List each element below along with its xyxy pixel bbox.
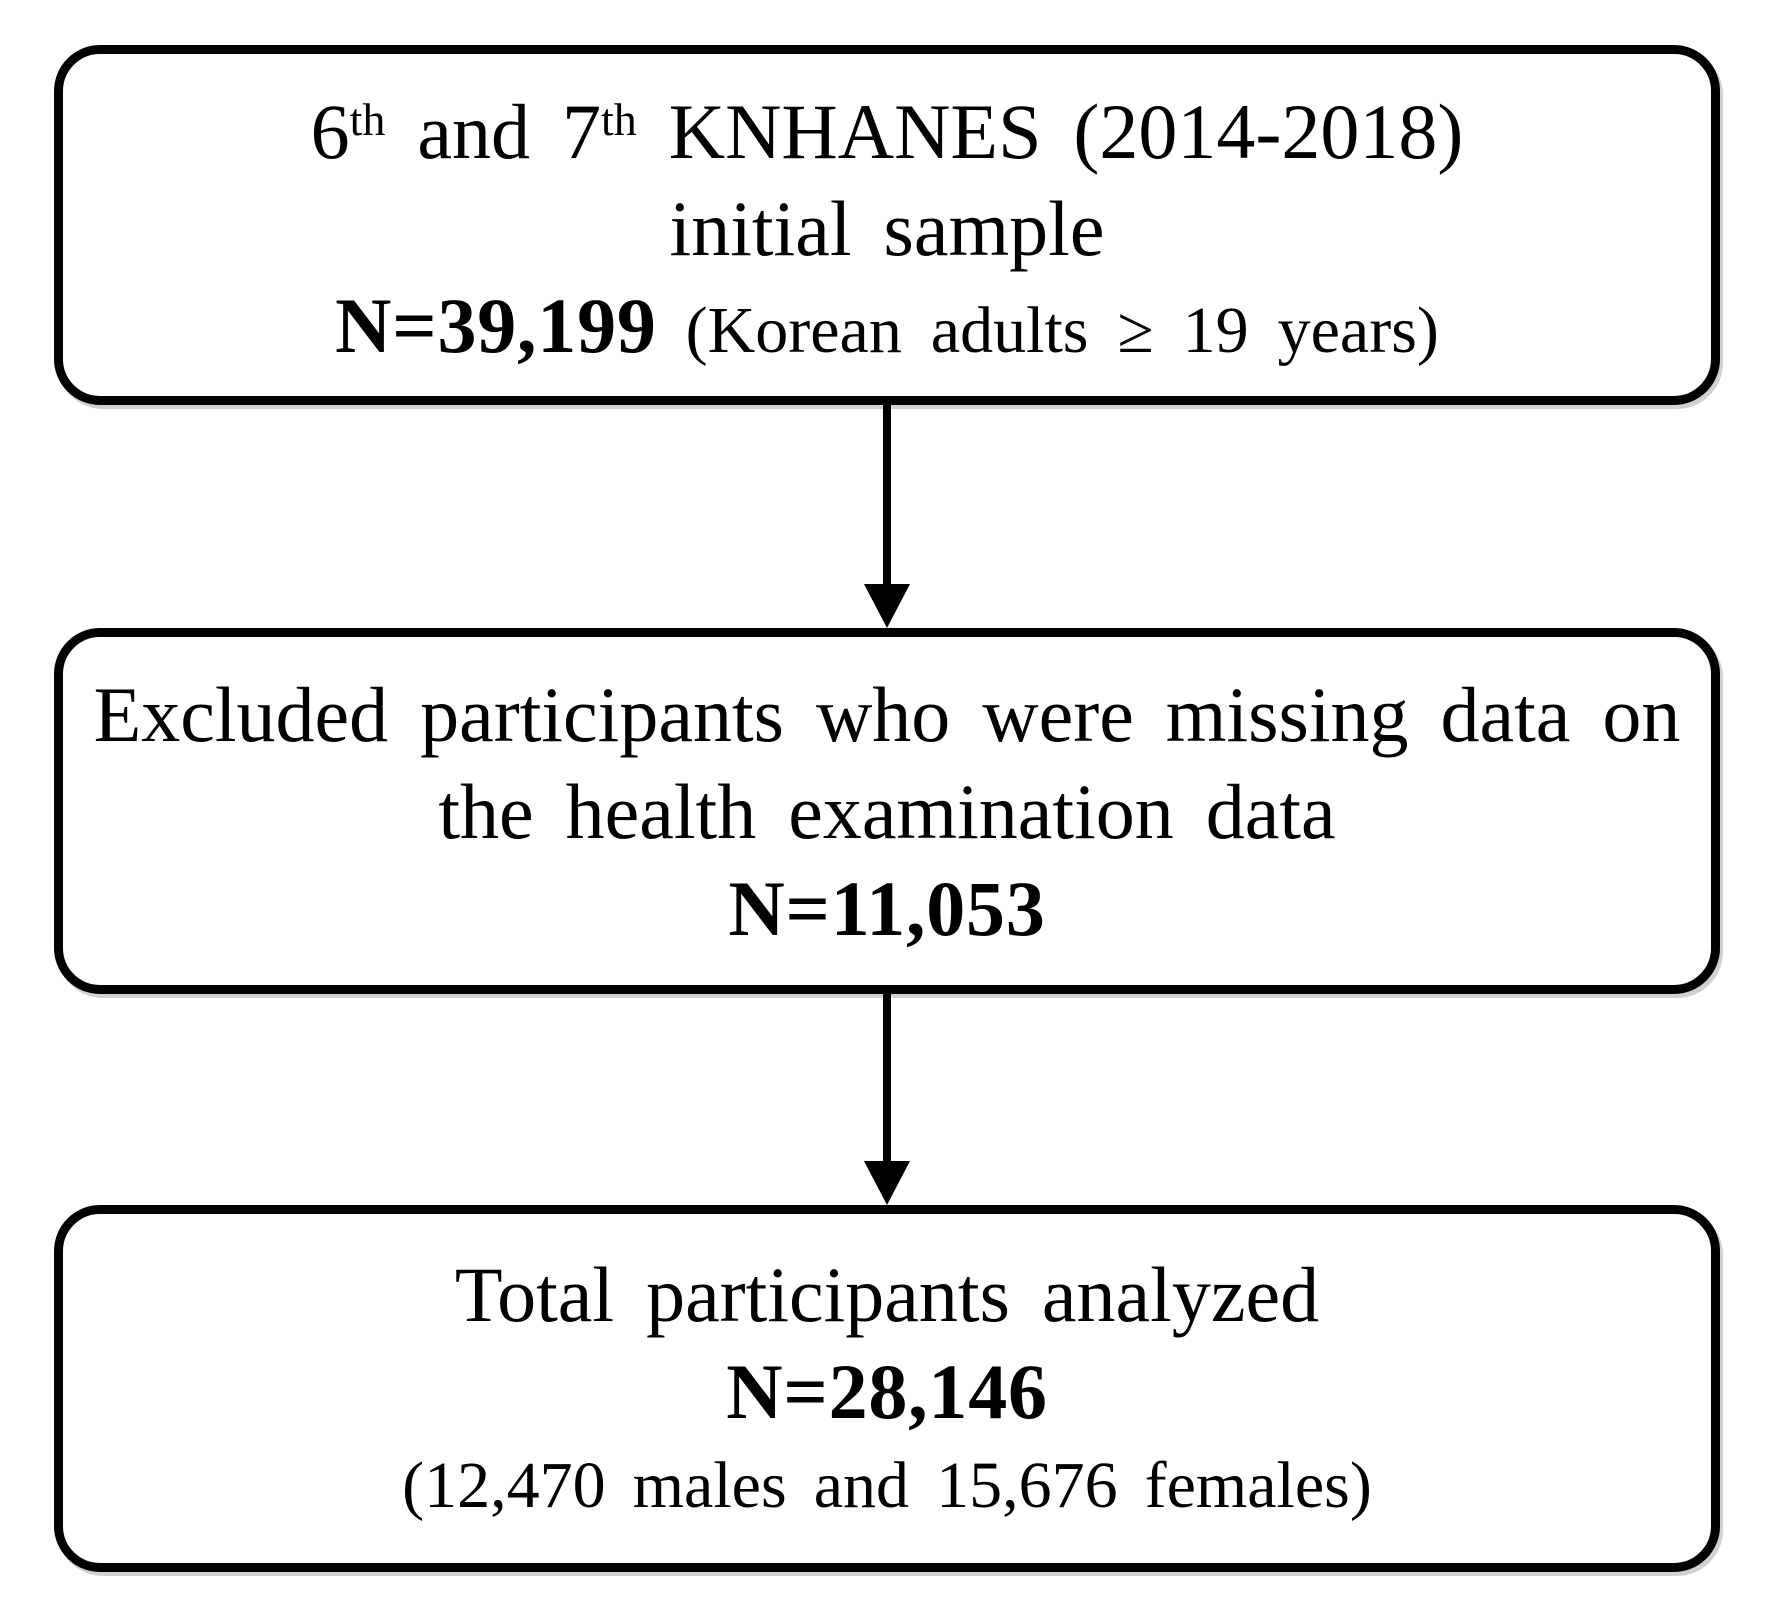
total-analyzed-count-line: N=28,146 bbox=[726, 1343, 1048, 1440]
superscript-th-2: th bbox=[601, 94, 637, 145]
arrow-head-icon-1 bbox=[864, 584, 910, 628]
flow-box-excluded-participants: Excluded participants who were missing d… bbox=[54, 628, 1720, 994]
total-analyzed-n-value: N=28,146 bbox=[726, 1347, 1048, 1435]
initial-sample-subtitle: initial sample bbox=[669, 185, 1105, 272]
superscript-th-1: th bbox=[349, 94, 386, 145]
survey-name-years: KNHANES (2014-2018) bbox=[636, 88, 1464, 175]
excluded-text-line-2: the health examination data bbox=[438, 767, 1336, 855]
initial-sample-title-line: 6th and 7th KNHANES (2014-2018) bbox=[311, 71, 1464, 180]
total-analyzed-title: Total participants analyzed bbox=[454, 1250, 1320, 1338]
flow-box-initial-sample: 6th and 7th KNHANES (2014-2018) initial … bbox=[54, 45, 1720, 405]
initial-sample-population-note: (Korean adults ≥ 19 years) bbox=[656, 294, 1439, 367]
survey-wave-6: 6 bbox=[310, 88, 350, 175]
initial-sample-n-value: N=39,199 bbox=[335, 282, 657, 369]
initial-sample-count-line: N=39,199 (Korean adults ≥ 19 years) bbox=[335, 277, 1439, 379]
excluded-text-line-1: Excluded participants who were missing d… bbox=[93, 670, 1681, 758]
flow-box-total-analyzed: Total participants analyzed N=28,146 (12… bbox=[54, 1205, 1720, 1572]
arrow-shaft-1 bbox=[883, 404, 891, 590]
excluded-count-line: N=11,053 bbox=[728, 860, 1045, 957]
arrow-shaft-2 bbox=[883, 992, 891, 1167]
survey-wave-and-7: and 7 bbox=[385, 88, 602, 175]
total-analyzed-sex-breakdown: (12,470 males and 15,676 females) bbox=[402, 1448, 1372, 1522]
excluded-n-value: N=11,053 bbox=[728, 864, 1046, 952]
arrow-head-icon-2 bbox=[864, 1161, 910, 1205]
